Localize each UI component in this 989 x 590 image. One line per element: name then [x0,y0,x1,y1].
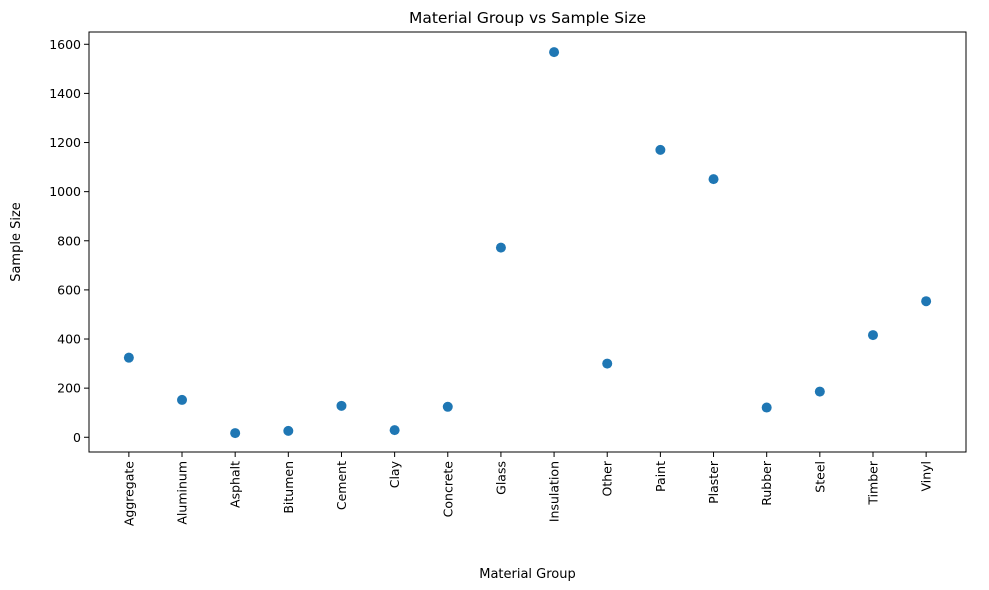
x-tick-label: Timber [865,460,880,506]
y-tick-label: 1000 [49,184,81,199]
y-tick-label: 0 [73,430,81,445]
x-tick-label: Clay [387,460,402,488]
x-tick-label: Asphalt [228,461,243,508]
x-tick-label: Insulation [547,461,562,522]
x-tick-label: Other [600,460,615,496]
plot-frame [88,31,967,453]
y-tick-label: 800 [57,233,81,248]
y-tick-label: 400 [57,332,81,347]
x-tick-label: Glass [493,461,508,495]
x-axis: Aggregate Aluminum Asphalt Bitumen Cement Cla… [121,452,934,526]
y-tick-label: 1600 [49,37,81,52]
x-tick-label: Concrete [440,461,455,518]
data-point-paint [655,144,666,155]
data-point-vinyl [921,296,932,307]
x-axis-title: Material Group [479,567,576,582]
x-tick-label: Plaster [706,460,721,504]
data-point-aggregate [123,352,134,363]
data-point-steel [814,386,825,397]
chart-title: Material Group vs Sample Size [409,9,646,27]
x-tick-label: Aluminum [175,461,190,525]
x-tick-label: Aggregate [121,461,136,526]
y-axis: 0 200 400 600 800 1000 1200 1400 1600 [49,37,89,445]
y-tick-label: 200 [57,381,81,396]
x-tick-label: Paint [653,461,668,492]
y-tick-label: 1400 [49,86,81,101]
data-point-glass [495,242,506,253]
data-point-cement [336,400,347,411]
data-point-rubber [761,402,772,413]
y-tick-label: 1200 [49,135,81,150]
x-tick-label: Rubber [759,460,774,506]
x-tick-label: Bitumen [281,461,296,514]
data-point-other [602,358,613,369]
data-point-plaster [708,174,719,185]
x-tick-label: Cement [334,461,349,510]
data-point-insulation [549,47,560,58]
data-point-asphalt [230,428,241,439]
data-points [123,47,932,439]
x-tick-label: Vinyl [919,461,934,492]
x-tick-label: Steel [812,461,827,493]
y-axis-title: Sample Size [9,202,24,282]
data-point-clay [389,425,400,436]
data-point-bitumen [283,425,294,436]
y-tick-label: 600 [57,282,81,297]
data-point-concrete [442,401,453,412]
data-point-aluminum [177,394,188,405]
data-point-timber [867,330,878,341]
